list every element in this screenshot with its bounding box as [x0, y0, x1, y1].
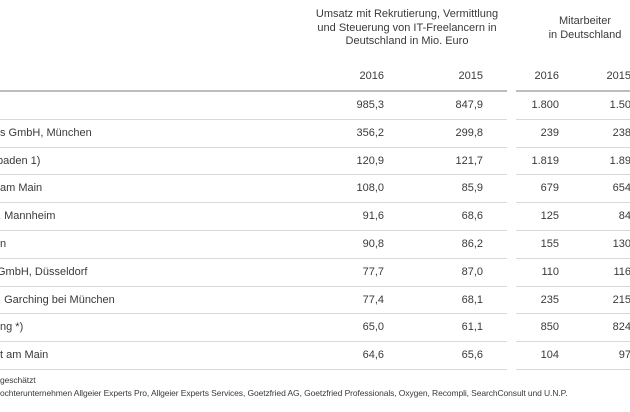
umsatz-2015-value: 86,2: [461, 237, 483, 250]
company-name: , Mannheim: [0, 210, 56, 223]
table-row: 239 238: [516, 120, 630, 148]
mitarbeiter-2015-value: 97: [618, 349, 630, 362]
table-row: am Main 108,0 85,9: [0, 175, 507, 204]
table-row: 235 215: [516, 287, 630, 315]
table-row: 1.800 1.50: [516, 92, 630, 120]
mitarbeiter-2015-value: 116: [613, 265, 630, 278]
umsatz-2015-value: 68,1: [461, 293, 483, 306]
mitarbeiter-title-line-2: in Deutschland: [548, 28, 622, 41]
umsatz-2015-value: 68,6: [461, 210, 483, 223]
mitarbeiter-2015-value: 1.50: [609, 99, 630, 111]
umsatz-2015-value: 121,7: [455, 154, 483, 167]
umsatz-2016-value: 77,4: [362, 293, 384, 306]
umsatz-table-section: 985,3 847,9 s GmbH, München 356,2 299,8 …: [0, 90, 507, 370]
year-header-umsatz-2016: 2016: [359, 70, 384, 82]
umsatz-2015-value: 85,9: [461, 182, 483, 195]
mitarbeiter-title-line-1: Mitarbeiter: [559, 15, 611, 27]
table-row: 850 824: [516, 314, 630, 343]
mitarbeiter-column-group-title: Mitarbeiter in Deutschland: [520, 15, 630, 42]
umsatz-2016-value: 120,9: [356, 154, 384, 167]
table-row: 679 654: [516, 175, 630, 204]
umsatz-2015-value: 87,0: [461, 265, 483, 278]
table-row: 155 130: [516, 231, 630, 259]
mitarbeiter-2016-value: 850: [540, 321, 559, 334]
table-row: , Garching bei München 77,4 68,1: [0, 287, 507, 315]
company-name: , Garching bei München: [0, 293, 115, 306]
umsatz-column-group-title: Umsatz mit Rekrutierung, Vermittlung und…: [303, 8, 511, 49]
umsatz-2016-value: 91,6: [362, 210, 384, 223]
company-name: am Main: [0, 182, 43, 195]
mitarbeiter-2015-value: 130: [612, 237, 630, 250]
table-row: s GmbH, München 356,2 299,8: [0, 120, 507, 148]
mitarbeiter-2016-value: 125: [540, 210, 559, 223]
mitarbeiter-2016-value: 239: [540, 126, 559, 139]
umsatz-2016-value: 108,0: [356, 182, 384, 195]
mitarbeiter-2015-value: 238: [612, 126, 630, 139]
footnote-subsidiaries: ochterunternehmen Allgeier Experts Pro, …: [0, 388, 568, 398]
mitarbeiter-2016-value: 1.819: [531, 154, 559, 167]
mitarbeiter-2015-value: 1.89: [609, 154, 630, 167]
umsatz-title-line-3: Deutschland in Mio. Euro: [345, 35, 469, 47]
mitarbeiter-2016-value: 155: [540, 237, 559, 250]
mitarbeiter-2016-value: 235: [540, 293, 559, 306]
company-name: t am Main: [0, 349, 49, 362]
umsatz-2015-value: 847,9: [455, 99, 483, 111]
umsatz-2016-value: 90,8: [362, 237, 384, 250]
footnote-estimated: geschätzt: [0, 375, 36, 385]
table-row: 1.819 1.89: [516, 148, 630, 176]
umsatz-2016-value: 985,3: [356, 99, 384, 111]
table-row: t am Main 64,6 65,6: [0, 342, 507, 370]
table-row: 985,3 847,9: [0, 92, 507, 120]
year-header-mitarbeiter-2016: 2016: [534, 70, 559, 82]
umsatz-2016-value: 356,2: [356, 126, 384, 139]
company-name: ng *): [0, 321, 24, 334]
table-row: n 90,8 86,2: [0, 231, 507, 259]
mitarbeiter-2015-value: 215: [612, 293, 630, 306]
mitarbeiter-2016-value: 110: [541, 265, 559, 278]
umsatz-2016-value: 65,0: [362, 321, 384, 334]
table-row: GmbH, Düsseldorf 77,7 87,0: [0, 259, 507, 287]
year-header-umsatz-2015: 2015: [458, 70, 483, 82]
mitarbeiter-2015-value: 84: [618, 210, 630, 223]
company-name: n: [0, 237, 7, 250]
year-header-mitarbeiter-2015: 2015: [606, 70, 630, 82]
company-name: s GmbH, München: [0, 126, 92, 139]
umsatz-title-line-2: und Steuerung von IT-Freelancern in: [317, 21, 497, 34]
mitarbeiter-2016-value: 1.800: [531, 99, 559, 111]
mitarbeiter-2016-value: 679: [540, 182, 559, 195]
umsatz-2015-value: 65,6: [461, 349, 483, 362]
mitarbeiter-2016-value: 104: [540, 349, 559, 362]
umsatz-2016-value: 77,7: [362, 265, 384, 278]
mitarbeiter-2015-value: 824: [612, 321, 630, 334]
table-row: baden 1) 120,9 121,7: [0, 148, 507, 176]
umsatz-2015-value: 299,8: [455, 126, 483, 139]
table-row: 125 84: [516, 203, 630, 231]
umsatz-2016-value: 64,6: [362, 349, 384, 362]
mitarbeiter-table-section: 1.800 1.50 239 238 1.819 1.89 679 654 12…: [516, 90, 630, 370]
table-row: , Mannheim 91,6 68,6: [0, 203, 507, 231]
company-name: baden 1): [0, 154, 41, 167]
company-name: GmbH, Düsseldorf: [0, 265, 88, 278]
umsatz-2015-value: 61,1: [461, 321, 483, 334]
mitarbeiter-2015-value: 654: [612, 182, 630, 195]
umsatz-title-line-1: Umsatz mit Rekrutierung, Vermittlung: [315, 8, 499, 20]
table-row: 104 97: [516, 342, 630, 370]
table-row: 110 116: [516, 259, 630, 287]
table-row: ng *) 65,0 61,1: [0, 314, 507, 343]
